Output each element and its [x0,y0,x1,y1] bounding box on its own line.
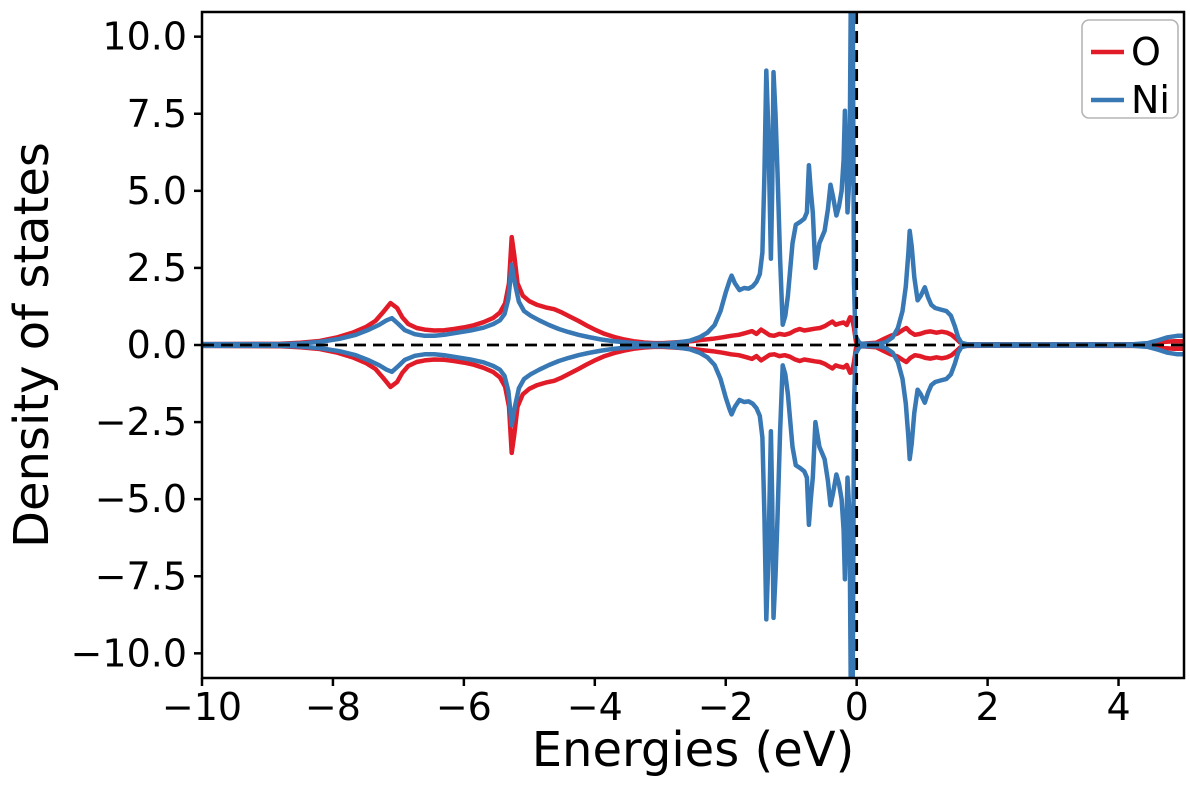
axis-ticks: −10 −8 −6 −4 −2 0 2 4 10.0 7.5 5.0 2.5 0.0 −2.5 −5.0 −7… [71,15,1131,729]
y-tick-label: −2.5 [95,400,187,444]
reference-lines [202,12,1184,678]
legend-box [1081,19,1179,119]
Ni-spin-down-curve [202,343,1184,678]
y-tick-label: 7.5 [127,92,187,136]
legend: O Ni [1081,19,1179,122]
legend-label-O: O [1131,30,1161,74]
x-tick-label: −4 [567,685,623,729]
x-tick-label: −6 [436,685,492,729]
y-axis-title: Density of states [4,142,60,548]
y-tick-label: 5.0 [127,169,187,213]
legend-label-Ni: Ni [1131,78,1170,122]
x-tick-label: −8 [305,685,361,729]
y-tick-label: 2.5 [127,246,187,290]
y-tick-label: 10.0 [102,15,187,59]
x-tick-label: −2 [698,685,754,729]
Ni-spin-up-curve [202,12,1184,347]
O-spin-up-curve [202,234,1184,347]
O-spin-down-curve [202,343,1184,456]
y-tick-label: −10.0 [71,631,187,675]
y-tick-label: 0.0 [127,323,187,367]
x-tick-label: −10 [162,685,242,729]
dos-curves [202,12,1184,678]
x-tick-label: 4 [1106,685,1130,729]
x-axis-title: Energies (eV) [532,722,855,778]
x-tick-label: 2 [976,685,1000,729]
y-tick-label: −7.5 [95,554,187,598]
x-tick-label: 0 [845,685,869,729]
y-tick-label: −5.0 [95,477,187,521]
